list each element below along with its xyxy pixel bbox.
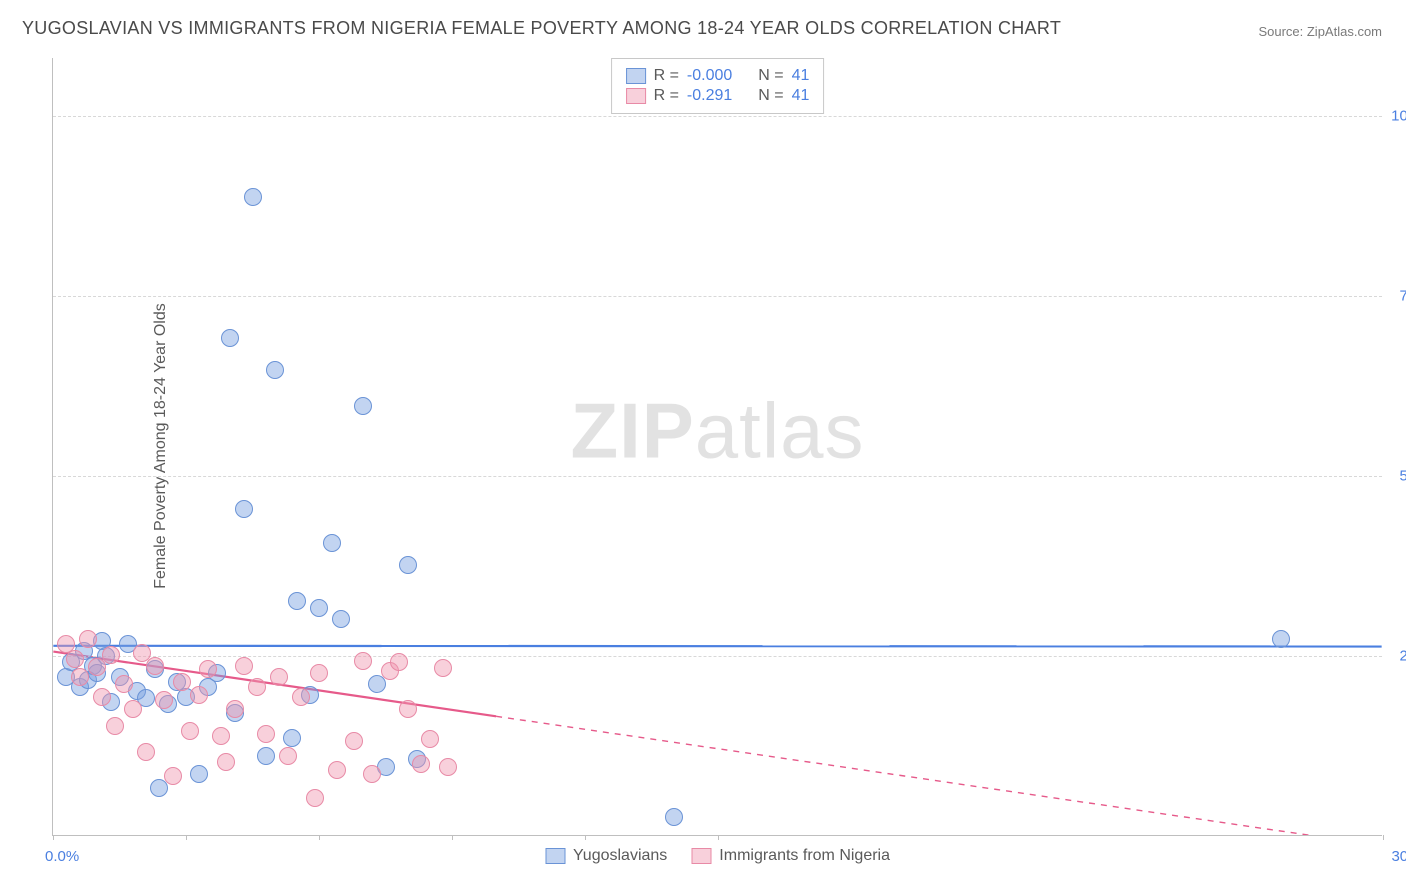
data-point-nigeria (226, 700, 244, 718)
data-point-nigeria (421, 730, 439, 748)
gridline-h (53, 116, 1382, 117)
x-tick-mark (718, 835, 719, 840)
x-tick-label: 30.0% (1391, 848, 1406, 865)
data-point-nigeria (235, 657, 253, 675)
data-point-nigeria (434, 659, 452, 677)
swatch-yugoslavians (626, 68, 646, 84)
data-point-nigeria (164, 767, 182, 785)
data-point-nigeria (270, 668, 288, 686)
r-value-2: -0.291 (687, 87, 732, 105)
data-point-nigeria (354, 652, 372, 670)
data-point-nigeria (93, 688, 111, 706)
data-point-nigeria (190, 686, 208, 704)
data-point-yugoslavians (244, 188, 262, 206)
data-point-nigeria (310, 664, 328, 682)
n-value-1: 41 (792, 67, 810, 85)
data-point-nigeria (328, 761, 346, 779)
r-value-1: -0.000 (687, 67, 732, 85)
data-point-yugoslavians (221, 329, 239, 347)
x-tick-mark (186, 835, 187, 840)
data-point-nigeria (173, 673, 191, 691)
x-tick-mark (319, 835, 320, 840)
data-point-nigeria (212, 727, 230, 745)
data-point-nigeria (390, 653, 408, 671)
source-label: Source: ZipAtlas.com (1258, 24, 1382, 39)
data-point-nigeria (71, 668, 89, 686)
watermark: ZIPatlas (570, 385, 864, 476)
data-point-yugoslavians (399, 556, 417, 574)
swatch-nigeria (626, 88, 646, 104)
r-label: R = (654, 87, 679, 105)
n-value-2: 41 (792, 87, 810, 105)
data-point-nigeria (115, 675, 133, 693)
data-point-nigeria (248, 678, 266, 696)
n-label: N = (758, 67, 783, 85)
data-point-yugoslavians (665, 808, 683, 826)
legend-row-series-2: R = -0.291 N = 41 (626, 87, 810, 105)
gridline-h (53, 476, 1382, 477)
data-point-yugoslavians (323, 534, 341, 552)
series-legend: Yugoslavians Immigrants from Nigeria (545, 847, 890, 865)
data-point-nigeria (155, 691, 173, 709)
data-point-nigeria (79, 630, 97, 648)
correlation-legend: R = -0.000 N = 41 R = -0.291 N = 41 (611, 58, 825, 114)
r-label: R = (654, 67, 679, 85)
data-point-nigeria (124, 700, 142, 718)
gridline-h (53, 296, 1382, 297)
data-point-nigeria (345, 732, 363, 750)
data-point-nigeria (306, 789, 324, 807)
legend-row-series-1: R = -0.000 N = 41 (626, 67, 810, 85)
y-tick-label: 75.0% (1386, 287, 1406, 304)
legend-item-yugoslavians: Yugoslavians (545, 847, 667, 865)
data-point-nigeria (439, 758, 457, 776)
data-point-yugoslavians (257, 747, 275, 765)
x-tick-mark (452, 835, 453, 840)
data-point-yugoslavians (283, 729, 301, 747)
data-point-nigeria (66, 650, 84, 668)
data-point-nigeria (279, 747, 297, 765)
series-label: Immigrants from Nigeria (719, 847, 890, 865)
data-point-nigeria (217, 753, 235, 771)
data-point-yugoslavians (332, 610, 350, 628)
data-point-nigeria (199, 660, 217, 678)
scatter-plot: ZIPatlas R = -0.000 N = 41 R = -0.291 N … (52, 58, 1382, 836)
data-point-yugoslavians (266, 361, 284, 379)
gridline-h (53, 656, 1382, 657)
chart-title: YUGOSLAVIAN VS IMMIGRANTS FROM NIGERIA F… (22, 18, 1061, 39)
data-point-nigeria (363, 765, 381, 783)
data-point-nigeria (412, 755, 430, 773)
y-tick-label: 50.0% (1386, 467, 1406, 484)
y-tick-label: 100.0% (1386, 107, 1406, 124)
data-point-nigeria (137, 743, 155, 761)
n-label: N = (758, 87, 783, 105)
x-tick-mark (585, 835, 586, 840)
x-tick-mark (1383, 835, 1384, 840)
data-point-yugoslavians (354, 397, 372, 415)
legend-item-nigeria: Immigrants from Nigeria (691, 847, 890, 865)
data-point-nigeria (399, 700, 417, 718)
y-tick-label: 25.0% (1386, 647, 1406, 664)
series-label: Yugoslavians (573, 847, 667, 865)
data-point-nigeria (257, 725, 275, 743)
data-point-nigeria (106, 717, 124, 735)
data-point-nigeria (146, 657, 164, 675)
x-tick-mark (53, 835, 54, 840)
swatch-nigeria (691, 848, 711, 864)
data-point-nigeria (102, 646, 120, 664)
trend-lines (53, 58, 1382, 835)
data-point-yugoslavians (190, 765, 208, 783)
swatch-yugoslavians (545, 848, 565, 864)
data-point-yugoslavians (288, 592, 306, 610)
data-point-yugoslavians (235, 500, 253, 518)
data-point-nigeria (181, 722, 199, 740)
data-point-yugoslavians (310, 599, 328, 617)
x-tick-label: 0.0% (45, 848, 79, 865)
data-point-nigeria (292, 688, 310, 706)
data-point-yugoslavians (1272, 630, 1290, 648)
